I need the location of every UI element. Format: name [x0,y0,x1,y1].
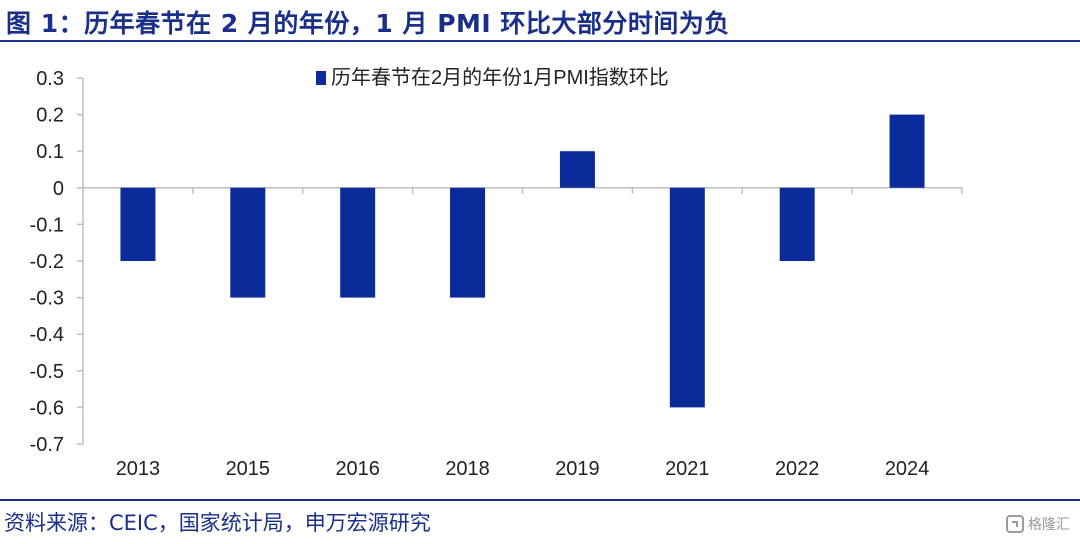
watermark-logo-icon [1006,515,1024,533]
x-tick-label: 2019 [555,458,600,480]
chart-area: 0.3 0.2 0.1 0 -0.1 -0.2 -0.3 -0.4 -0.5 -0.6 -0.7 20… [0,42,1080,498]
x-tick-label: 2015 [226,458,271,480]
y-tick-label: -0.7 [30,434,64,456]
x-tick-label: 2021 [665,458,710,480]
legend: 历年春节在2月的年份1月PMI指数环比 [316,66,669,89]
x-tick-label: 2022 [775,458,820,480]
bar-2018 [450,187,486,298]
y-tick-label: -0.2 [30,251,64,273]
bar-chart: 0.3 0.2 0.1 0 -0.1 -0.2 -0.3 -0.4 -0.5 -0.6 -0.7 20… [30,66,963,480]
y-tick-label: -0.3 [30,288,64,310]
x-tick-label: 2013 [116,458,161,480]
bar-2024 [889,114,925,188]
bar-2021 [669,187,705,408]
watermark: 格隆汇 [1006,514,1070,534]
legend-swatch [316,71,326,85]
footer-divider [0,499,1080,501]
y-tick-label: 0.2 [36,105,64,127]
y-tick-label: -0.1 [30,214,64,236]
y-tick-label: -0.5 [30,361,64,383]
figure-title: 图 1：历年春节在 2 月的年份，1 月 PMI 环比大部分时间为负 [6,9,730,38]
x-tick-label: 2016 [335,458,380,480]
y-tick-label: -0.6 [30,397,64,419]
y-tick-label: 0.1 [36,141,64,163]
y-tick-label: 0.3 [36,68,64,90]
bar-2022 [779,187,815,261]
legend-label: 历年春节在2月的年份1月PMI指数环比 [331,66,669,89]
bar-2013 [120,187,156,261]
bar-2019 [559,151,595,188]
figure-title-bar: 图 1：历年春节在 2 月的年份，1 月 PMI 环比大部分时间为负 [0,0,1080,42]
y-tick-label: -0.4 [30,324,64,346]
bar-2015 [230,187,266,298]
watermark-text: 格隆汇 [1028,517,1070,533]
x-tick-label: 2024 [885,458,930,480]
x-tick-label: 2018 [445,458,490,480]
title-divider [0,40,1080,42]
bar-2016 [340,187,376,298]
y-tick-label: 0 [53,178,64,200]
source-note: 资料来源：CEIC，国家统计局，申万宏源研究 [4,511,431,535]
